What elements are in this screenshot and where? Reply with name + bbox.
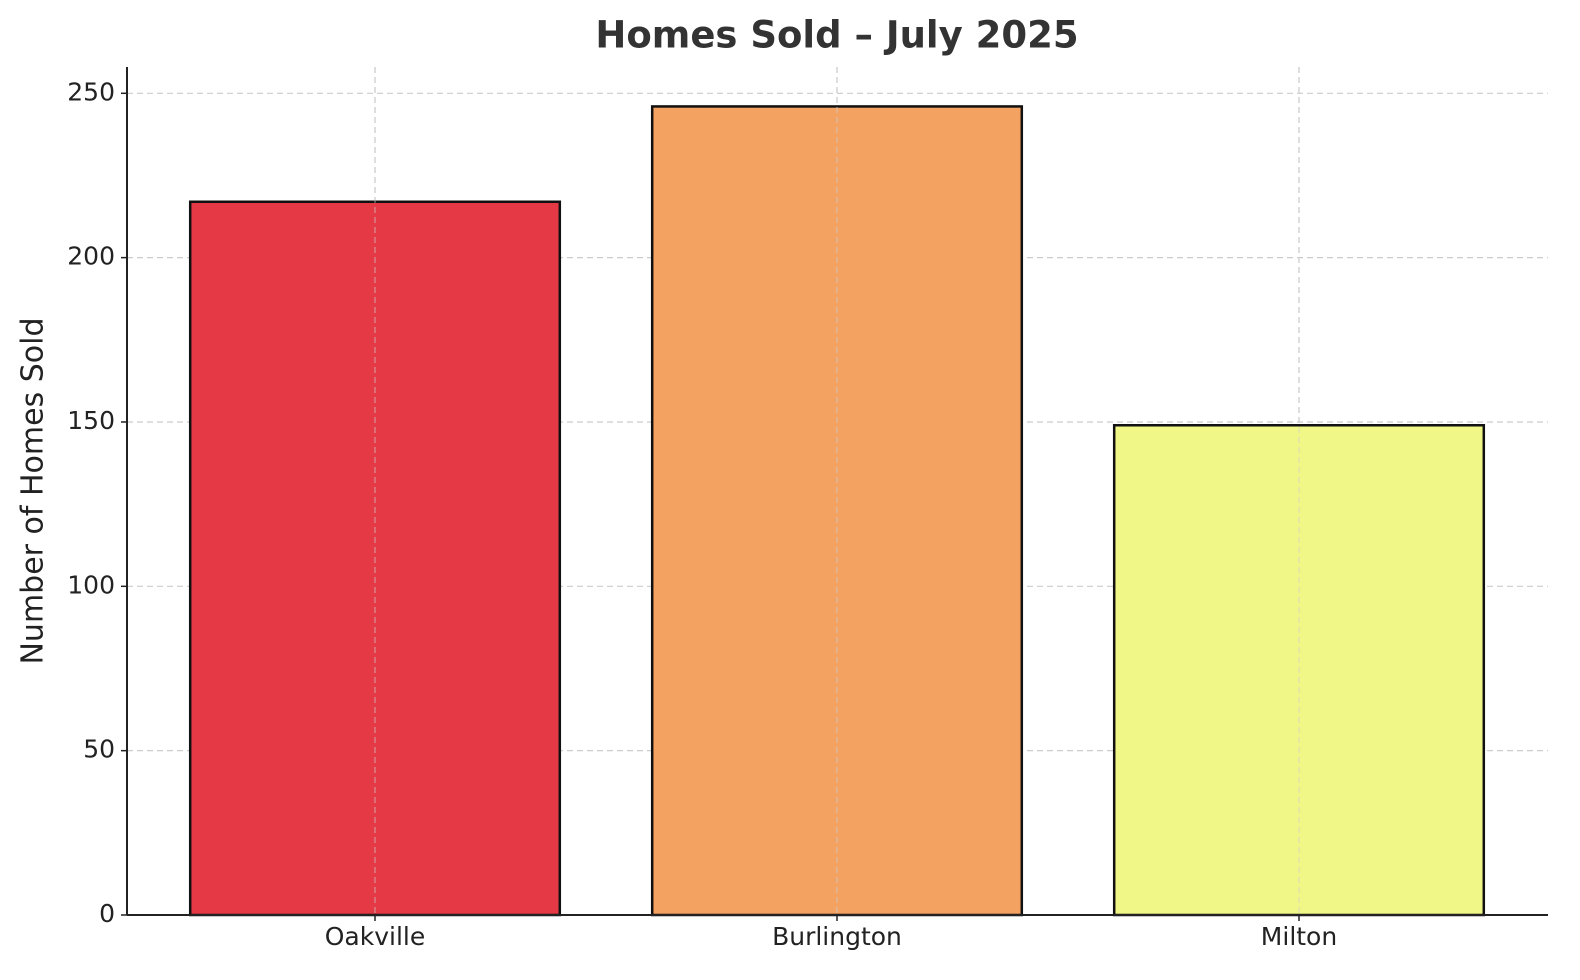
y-tick-label: 150 — [67, 406, 115, 435]
x-tick-label: Oakville — [325, 922, 426, 951]
chart-title: Homes Sold – July 2025 — [595, 14, 1078, 57]
y-tick-label: 50 — [83, 735, 115, 764]
y-tick-label: 250 — [67, 77, 115, 106]
y-tick-label: 100 — [67, 570, 115, 599]
y-axis-label: Number of Homes Sold — [16, 317, 51, 664]
y-tick-label: 200 — [67, 242, 115, 271]
x-tick-label: Burlington — [772, 922, 902, 951]
x-tick-label: Milton — [1261, 922, 1337, 951]
y-tick-label: 0 — [99, 899, 115, 928]
